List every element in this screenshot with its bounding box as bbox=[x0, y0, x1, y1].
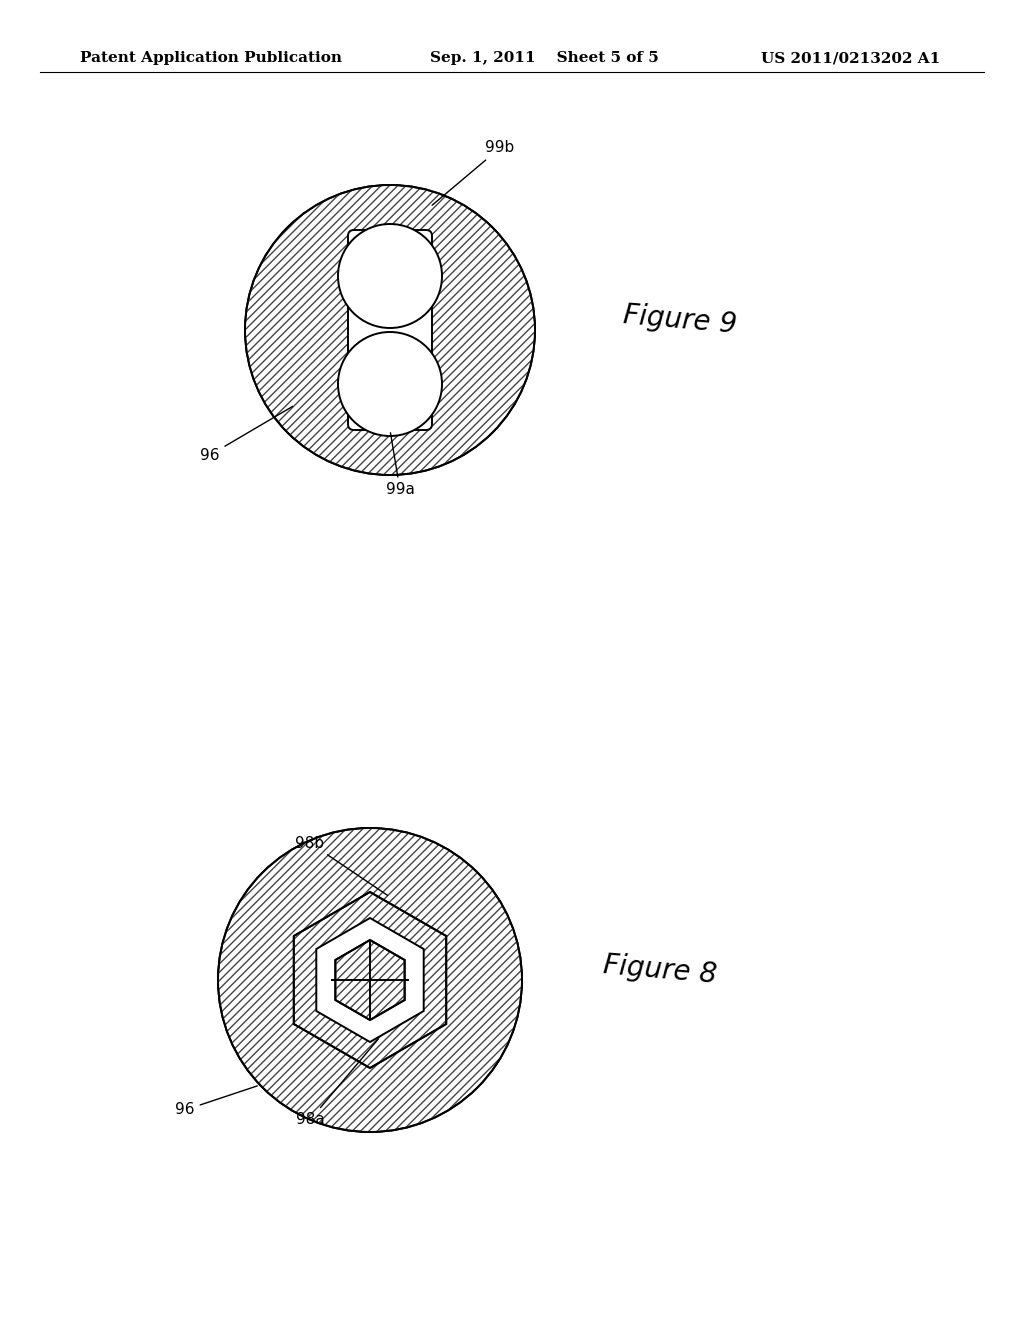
Circle shape bbox=[338, 224, 442, 327]
Circle shape bbox=[218, 828, 522, 1133]
Polygon shape bbox=[294, 892, 446, 1068]
Polygon shape bbox=[335, 940, 404, 1020]
Text: 99a: 99a bbox=[386, 433, 415, 498]
Text: US 2011/0213202 A1: US 2011/0213202 A1 bbox=[761, 51, 940, 65]
Text: Figure 9: Figure 9 bbox=[622, 301, 738, 339]
Circle shape bbox=[245, 185, 535, 475]
Text: 98b: 98b bbox=[296, 836, 388, 895]
Text: Sep. 1, 2011    Sheet 5 of 5: Sep. 1, 2011 Sheet 5 of 5 bbox=[430, 51, 658, 65]
Text: Patent Application Publication: Patent Application Publication bbox=[80, 51, 342, 65]
Text: 96: 96 bbox=[175, 1086, 257, 1118]
Polygon shape bbox=[316, 917, 424, 1041]
FancyBboxPatch shape bbox=[348, 230, 432, 430]
Text: 98a: 98a bbox=[296, 1039, 378, 1127]
Text: 99b: 99b bbox=[432, 140, 515, 205]
Circle shape bbox=[338, 333, 442, 436]
Text: 96: 96 bbox=[201, 407, 293, 462]
Text: Figure 8: Figure 8 bbox=[602, 952, 718, 989]
